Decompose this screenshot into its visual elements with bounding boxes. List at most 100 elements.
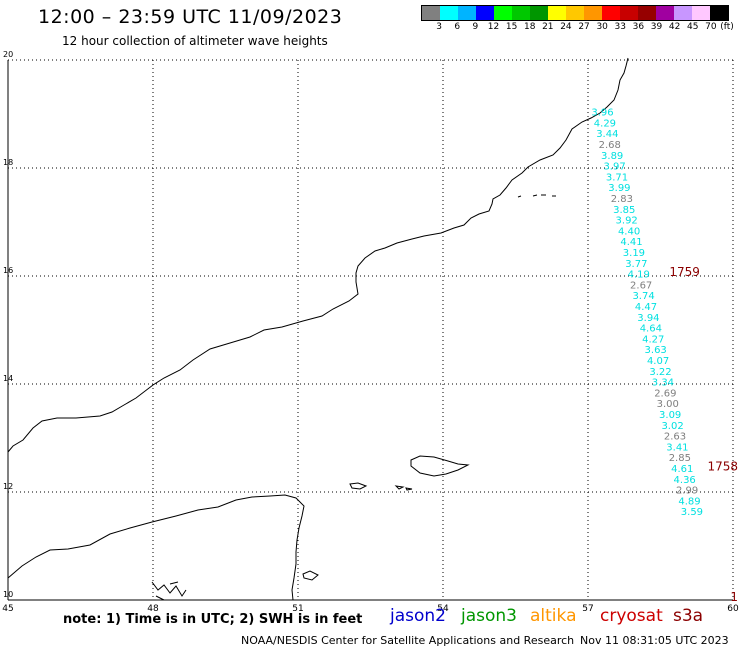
wave-height-label: 3.63 [645,345,667,356]
wave-height-label: 2.67 [630,280,652,291]
color-scale-cell [512,6,530,20]
wave-height-label: 2.85 [669,453,691,464]
wave-height-label: 3.22 [649,367,671,378]
wave-height-label: 4.61 [671,464,693,475]
footer-note: note: 1) Time is in UTC; 2) SWH is in fe… [63,612,363,627]
wave-height-label: 3.74 [632,291,654,302]
color-scale-cell [710,6,728,20]
credit-text: NOAA/NESDIS Center for Satellite Applica… [241,634,575,647]
color-scale-label: 24 [560,22,572,32]
lat-tick-label: 18 [3,158,13,167]
lon-tick-label: 45 [2,604,13,614]
color-scale-cell [656,6,674,20]
wave-height-label: 3.94 [637,313,659,324]
lat-tick-label: 14 [3,374,13,383]
color-scale-cell [530,6,548,20]
wave-height-label: 2.68 [599,140,621,151]
color-scale-bar [421,5,729,21]
wave-height-label: 4.19 [628,270,650,281]
wave-height-label: 3.97 [603,162,625,173]
wave-height-label: 3.44 [596,129,618,140]
wave-height-label: 3.09 [659,410,681,421]
wave-height-label: 4.36 [674,475,696,486]
color-scale-cell [458,6,476,20]
color-scale-cell [566,6,584,20]
color-scale-cell [422,6,440,20]
graticule-grid [7,59,734,601]
color-scale-cell [440,6,458,20]
pass-time-label: 1759 [669,265,700,279]
coastal-islets-kuria [517,194,556,198]
color-scale-label: 39 [650,22,663,32]
wave-height-label: 4.40 [618,226,640,237]
wave-height-label: 3.92 [616,216,638,227]
wave-height-label: 4.89 [678,496,700,507]
color-scale-label: 6 [454,22,461,32]
wave-height-label: 4.29 [594,118,616,129]
wave-height-label: 3.41 [666,442,688,453]
axis-tick-labels: 45 48 51 54 57 60 10 12 14 16 18 20 [2,50,739,614]
somali-coastline [7,494,305,601]
wave-height-label: 4.27 [642,334,664,345]
wave-height-label: 3.85 [613,205,635,216]
wave-height-label: 2.63 [664,432,686,443]
satellite-legend-s3a: s3a [673,606,704,626]
color-scale-cell [638,6,656,20]
arabian-coastline [7,57,629,453]
islet-small-2 [405,487,413,491]
color-scale-cell [584,6,602,20]
color-scale-label: 33 [614,22,627,32]
coastline [7,57,629,601]
satellite-legend-altika: altika [530,606,577,626]
color-scale-cell [692,6,710,20]
islet-small-1 [394,485,405,490]
wave-height-label: 3.96 [591,108,613,119]
color-scale-label: (ft) [720,22,734,32]
socotra-island [410,455,470,477]
color-scale-label: 18 [523,22,536,32]
wave-height-label: 3.99 [608,183,630,194]
pass-time-label: 1 [730,590,738,604]
generation-timestamp: Nov 11 08:31:05 UTC 2023 [580,634,729,647]
lat-tick-label: 16 [3,266,13,275]
wave-height-label: 4.47 [635,302,657,313]
wave-height-label: 4.41 [620,237,642,248]
wave-height-label: 2.69 [654,388,676,399]
lon-tick-label: 51 [292,604,303,614]
color-scale-label: 70 [705,22,717,32]
lon-tick-label: 48 [147,604,159,614]
map-subtitle: 12 hour collection of altimeter wave hei… [62,34,328,48]
wave-height-label: 3.34 [652,378,674,389]
wave-height-label: 3.02 [661,421,683,432]
color-scale-cell [674,6,692,20]
color-scale-cell [548,6,566,20]
color-scale-cell [494,6,512,20]
color-scale-label: 12 [487,22,500,32]
satellite-track: 3.964.293.442.683.893.973.713.992.833.85… [591,108,738,604]
color-scale-label: 3 [436,22,442,32]
lat-tick-label: 20 [3,50,13,59]
hafun-peninsula [302,570,319,581]
color-scale-cell [602,6,620,20]
color-scale-label: 30 [596,22,608,32]
color-scale-label: 45 [687,22,699,32]
abd-al-kuri-island [349,482,368,490]
wave-height-label: 4.64 [640,324,662,335]
lat-tick-label: 12 [3,482,13,491]
color-scale-label: 36 [632,22,645,32]
wave-height-label: 3.71 [606,172,628,183]
color-scale-label: 27 [578,22,590,32]
wave-height-label: 3.00 [657,399,679,410]
lon-tick-label: 57 [582,604,593,614]
wave-height-label: 4.07 [647,356,669,367]
wave-height-label: 3.89 [601,151,623,162]
wave-height-label: 2.83 [611,194,633,205]
map-title: 12:00 – 23:59 UTC 11/09/2023 [38,6,343,28]
satellite-legend-jason3: jason3 [461,606,517,626]
somali-inland-scribble [151,581,187,601]
wave-height-label: 3.59 [681,507,703,518]
color-scale-labels: 3 6 9 12 15 18 21 24 27 30 33 36 39 42 45 70 (ft) [421,22,739,34]
color-scale-cell [620,6,638,20]
wave-height-label: 3.19 [623,248,645,259]
